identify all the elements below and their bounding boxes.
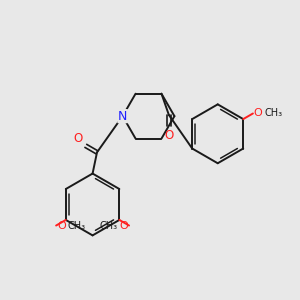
Text: CH₃: CH₃ [67, 220, 86, 230]
Text: CH₃: CH₃ [264, 109, 282, 118]
Text: O: O [57, 220, 66, 230]
Text: CH₃: CH₃ [100, 220, 118, 230]
Text: O: O [254, 109, 262, 118]
Text: N: N [118, 110, 127, 123]
Text: O: O [164, 129, 173, 142]
Text: O: O [119, 220, 128, 230]
Text: O: O [73, 132, 82, 145]
